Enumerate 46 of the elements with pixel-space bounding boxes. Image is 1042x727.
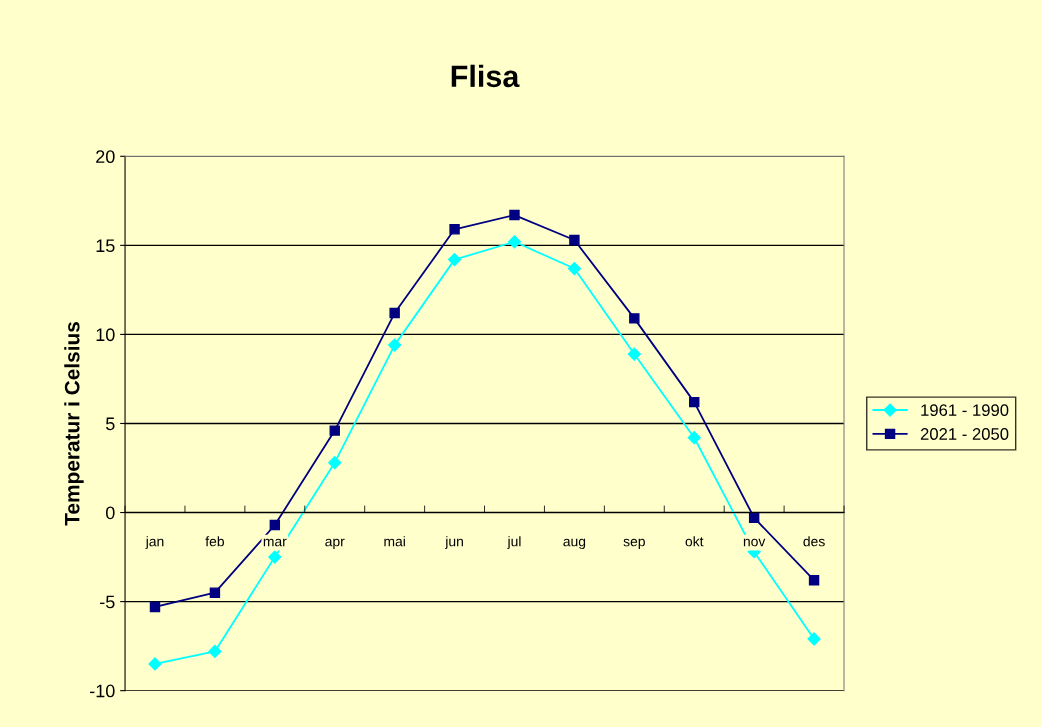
point [567, 261, 581, 276]
point [209, 587, 221, 598]
y-tick-label: -10 [90, 684, 115, 698]
point [507, 235, 522, 249]
point [268, 550, 282, 564]
x-tick-label: jun [444, 536, 463, 550]
point [629, 313, 640, 324]
point [807, 632, 821, 646]
y-tick-label: 15 [96, 239, 115, 253]
y-axis-title: Temperatur i Celsius [64, 322, 84, 526]
point [449, 224, 460, 235]
point [808, 575, 820, 586]
x-tick-label: sep [623, 538, 645, 550]
point [388, 338, 402, 352]
point [148, 657, 162, 671]
chart-title: Flisa [451, 64, 520, 88]
x-tick-label: des [803, 536, 825, 547]
point [149, 601, 161, 613]
point [509, 209, 520, 221]
x-tick-label: apr [325, 538, 345, 550]
x-tick-label: aug [563, 538, 586, 550]
y-tick-label: -5 [100, 595, 115, 609]
x-tick-label: mai [384, 536, 405, 547]
y-tick-label: 0 [105, 506, 115, 520]
legend-label: 2021 - 2050 [920, 428, 1009, 440]
legend-label: 1961 - 1990 [921, 404, 1009, 417]
point [689, 396, 700, 408]
point [447, 253, 462, 267]
point [269, 519, 281, 531]
x-tick-label: jan [145, 536, 164, 550]
point [569, 234, 580, 246]
point [627, 347, 641, 361]
x-tick-label: feb [205, 536, 224, 547]
point [328, 456, 342, 470]
y-tick-label: 10 [96, 328, 115, 342]
y-tick-label: 5 [106, 417, 115, 431]
point [329, 425, 340, 436]
point [748, 512, 760, 524]
x-tick-label: mar [263, 538, 287, 547]
point [208, 644, 222, 659]
point [687, 431, 701, 445]
x-tick-label: jul [507, 536, 521, 550]
point [389, 307, 400, 319]
x-tick-label: nov [743, 538, 766, 547]
y-tick-label: 20 [96, 150, 115, 164]
x-tick-label: okt [685, 536, 704, 547]
